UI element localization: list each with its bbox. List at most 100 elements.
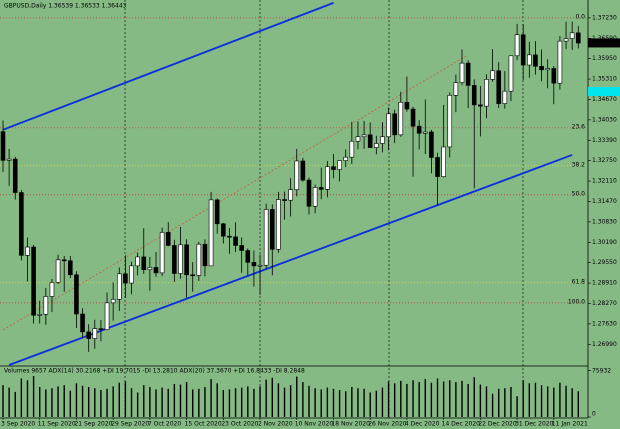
candle-body: [276, 199, 281, 250]
candle-body: [514, 34, 520, 57]
candle-body: [257, 264, 263, 267]
y-tick-label: 1.36590: [592, 35, 617, 42]
candle-body: [508, 55, 514, 92]
candle-body: [575, 32, 581, 44]
candle-body: [325, 166, 330, 190]
candle-body: [367, 134, 373, 148]
candle-body: [190, 274, 196, 277]
candle-body: [116, 273, 122, 300]
candle-body: [288, 189, 293, 201]
candle-body: [551, 68, 557, 84]
level-label: 0.0: [575, 13, 585, 20]
candle-body: [502, 90, 508, 104]
x-tick-label: 4 Dec 2020: [405, 421, 440, 428]
candle-body: [349, 140, 355, 158]
candle-body: [129, 265, 134, 284]
candle-body: [208, 199, 214, 267]
level-label: 61.8: [572, 278, 586, 285]
candle-body: [263, 209, 269, 266]
candle-body: [92, 328, 98, 339]
candle-body: [68, 260, 73, 276]
candle-body: [269, 209, 275, 250]
candle-body: [337, 160, 342, 170]
y-tick-label: 1.28910: [592, 280, 617, 287]
level-label: 23.6: [572, 123, 586, 130]
candle-body: [159, 232, 165, 274]
candle-body: [49, 282, 55, 297]
x-tick-label: 23 Oct 2020: [221, 421, 258, 428]
candle-body: [545, 68, 550, 71]
candle-body: [202, 243, 208, 267]
candle-body: [410, 108, 416, 127]
x-tick-label: 31 Dec 2020: [515, 421, 554, 428]
candle-body: [43, 296, 49, 315]
candle-body: [563, 38, 569, 42]
candle-body: [380, 136, 385, 144]
y-tick-label: 1.34030: [592, 116, 617, 123]
candle-body: [251, 262, 257, 267]
x-tick-label: 26 Nov 2020: [368, 421, 407, 428]
level-label: 100.0: [568, 298, 585, 305]
candle-body: [25, 246, 30, 256]
x-tick-label: 10 Nov 2020: [295, 421, 334, 428]
candle-body: [496, 70, 502, 104]
ask-marker: [588, 87, 620, 96]
volume-tick-label: 0: [592, 411, 596, 418]
candle-body: [61, 259, 67, 262]
candle-body: [569, 32, 575, 39]
candle-body: [221, 223, 226, 237]
candle-body: [539, 66, 544, 71]
candle-body: [429, 131, 434, 158]
candle-body: [490, 70, 495, 80]
candle-body: [300, 160, 306, 181]
candle-body: [484, 79, 489, 107]
candle-body: [447, 95, 453, 148]
candle-body: [465, 62, 471, 86]
x-tick-label: 22 Dec 2020: [478, 421, 517, 428]
candle-body: [153, 267, 159, 274]
x-tick-label: 21 Sep 2020: [74, 421, 112, 428]
price-marker: [588, 38, 620, 48]
y-tick-label: 1.26990: [592, 341, 617, 348]
candle-body: [233, 236, 238, 246]
candle-body: [422, 131, 428, 134]
candle-body: [557, 40, 563, 84]
y-tick-label: 1.32750: [592, 157, 617, 164]
y-tick-label: 1.32110: [592, 178, 617, 185]
x-tick-label: 11 Jan 2021: [552, 421, 588, 428]
x-tick-label: 15 Oct 2020: [185, 421, 222, 428]
candle-body: [318, 187, 324, 190]
level-label: 50.0: [572, 190, 586, 197]
candle-body: [227, 235, 232, 238]
candle-body: [282, 199, 287, 201]
y-tick-label: 1.30830: [592, 218, 617, 225]
candle-body: [404, 102, 410, 110]
candle-body: [178, 244, 183, 274]
candle-body: [416, 125, 422, 134]
candle-body: [453, 82, 459, 96]
volume-tick-label: 75932: [592, 368, 611, 375]
candle-body: [471, 85, 477, 106]
candle-body: [98, 328, 104, 330]
candle-body: [239, 245, 244, 251]
candle-body: [80, 313, 85, 333]
candle-body: [441, 146, 446, 177]
candle-body: [374, 143, 379, 148]
x-tick-label: 29 Sep 2020: [111, 421, 149, 428]
candle-body: [74, 274, 79, 315]
x-tick-label: 18 Nov 2020: [331, 421, 370, 428]
candle-body: [533, 54, 538, 67]
candle-body: [331, 166, 336, 170]
y-tick-label: 1.28270: [592, 300, 617, 307]
candle-body: [361, 134, 367, 138]
candle-body: [196, 243, 202, 276]
x-tick-label: 2 Nov 2020: [258, 421, 293, 428]
y-tick-label: 1.35950: [592, 55, 617, 62]
candle-body: [527, 54, 532, 66]
candle-body: [459, 62, 465, 83]
candle-body: [55, 259, 61, 283]
x-tick-label: 3 Sep 2020: [1, 421, 35, 428]
candle-body: [135, 256, 140, 267]
